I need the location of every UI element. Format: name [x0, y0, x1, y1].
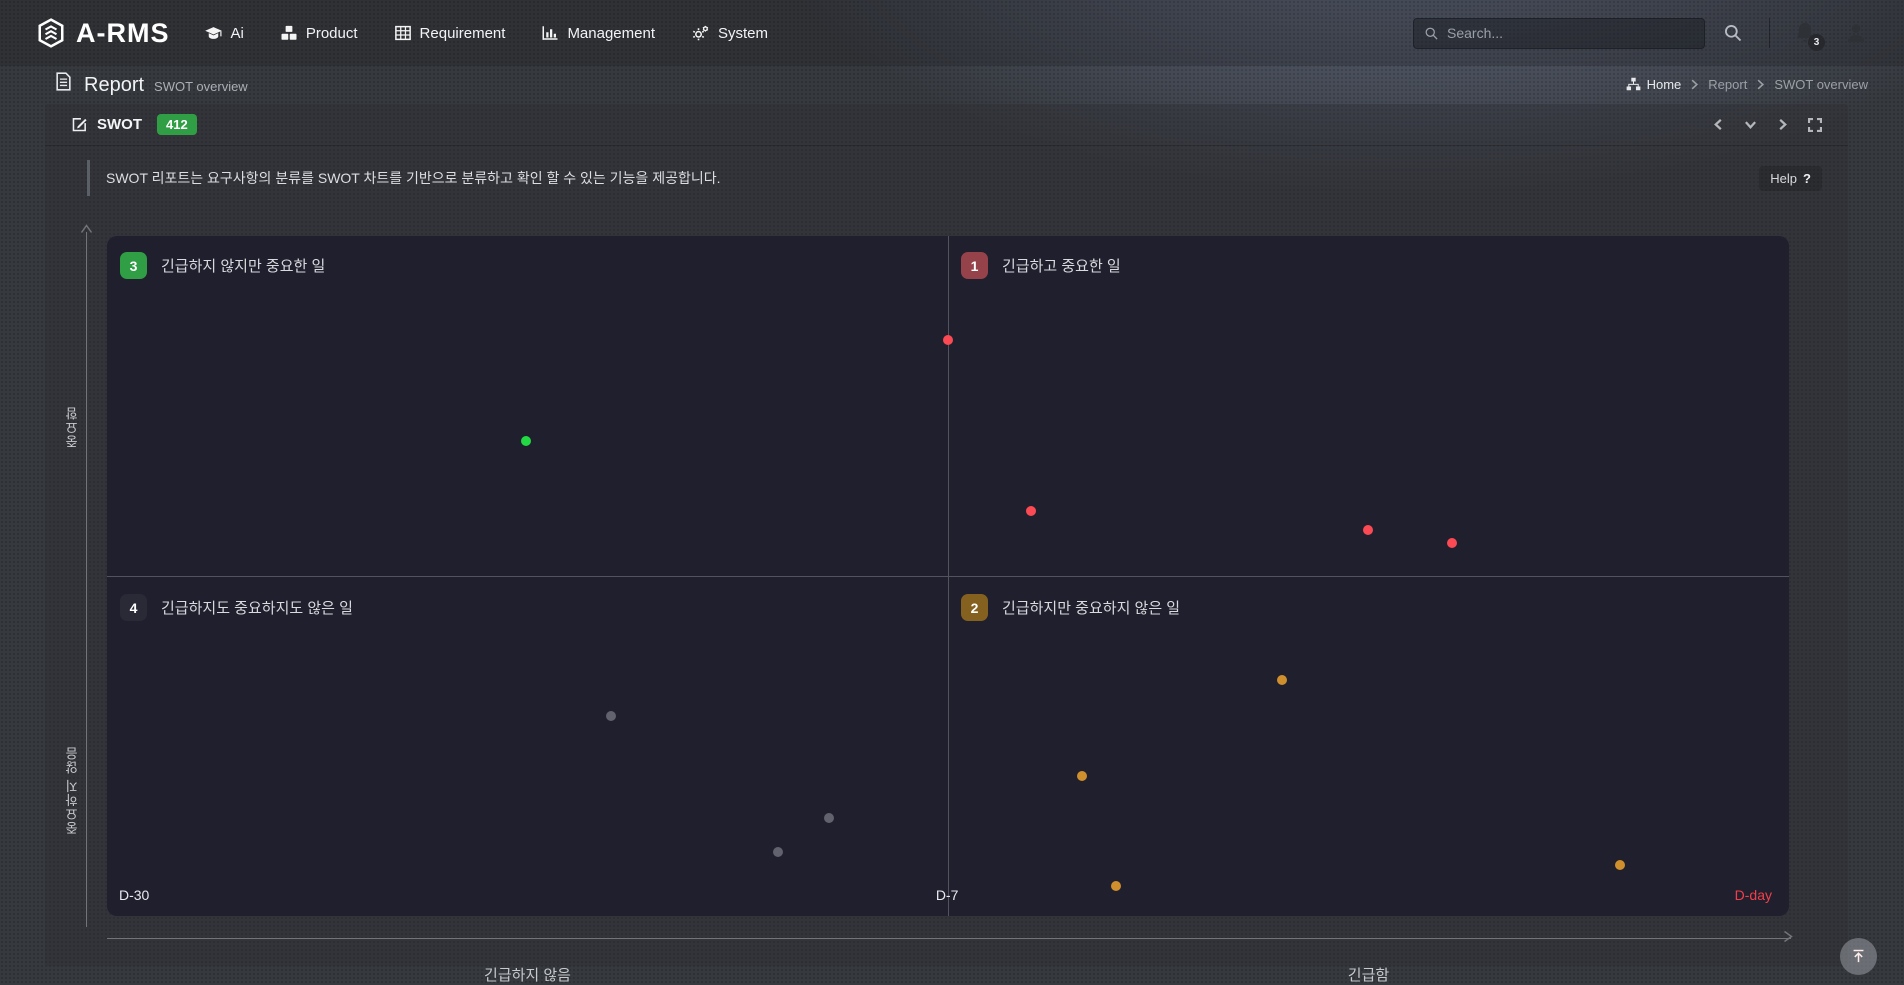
search-box [1413, 17, 1705, 49]
panel-description-row: SWOT 리포트는 요구사항의 분류를 SWOT 차트를 기반으로 분류하고 확… [87, 160, 1822, 196]
panel-title-wrap: SWOT 412 [71, 114, 197, 135]
quadrant-badge: 4 [120, 594, 147, 621]
collapse-right-icon[interactable] [1776, 118, 1789, 131]
x-axis-arrow-icon [1783, 930, 1793, 943]
nav-item-product[interactable]: Product [280, 24, 358, 42]
nav-item-label: Requirement [419, 24, 506, 42]
top-navbar: A-RMS Ai Product Requirement Management … [0, 0, 1904, 66]
search-submit-icon[interactable] [1723, 23, 1743, 43]
quadrant-text: 긴급하고 중요한 일 [1002, 258, 1121, 275]
x-axis-line [107, 938, 1791, 939]
data-point-not-urgent-not-important[interactable] [824, 813, 834, 823]
quadrant-badge: 2 [961, 594, 988, 621]
scroll-to-top-button[interactable] [1840, 938, 1877, 975]
nav-item-management[interactable]: Management [541, 24, 655, 42]
bar-chart-icon [541, 24, 559, 42]
topbar-divider [1769, 18, 1770, 48]
notification-count-badge: 3 [1808, 34, 1825, 51]
y-axis-arrow-icon [80, 224, 93, 234]
panel-description: SWOT 리포트는 요구사항의 분류를 SWOT 차트를 기반으로 분류하고 확… [87, 160, 721, 196]
sitemap-icon [1626, 77, 1641, 91]
quadrant-label-2: 2 긴급하지만 중요하지 않은 일 [961, 594, 1180, 621]
data-point-not-urgent-not-important[interactable] [773, 847, 783, 857]
quadrant-badge: 1 [961, 252, 988, 279]
breadcrumb: Home Report SWOT overview [1626, 77, 1868, 92]
brand-hexagon-icon [36, 18, 66, 48]
data-point-urgent-not-important[interactable] [1077, 771, 1087, 781]
nav-item-system[interactable]: System [691, 24, 768, 43]
cubes-icon [280, 24, 298, 42]
data-point-not-urgent-not-important[interactable] [606, 711, 616, 721]
table-icon [394, 24, 412, 42]
quadrant-text: 긴급하지만 중요하지 않은 일 [1002, 600, 1181, 617]
y-axis-label-not-important: 중요하지 않음 [65, 746, 80, 835]
brand-name: A-RMS [76, 17, 170, 48]
swot-panel: SWOT 412 SWOT 리포트는 요구사항의 분류를 SWOT 차트를 기반… [45, 104, 1848, 984]
page-subheader: Report SWOT overview Home Report SWOT ov… [0, 66, 1904, 102]
nav-item-label: Product [305, 24, 358, 42]
data-point-urgent-not-important[interactable] [1615, 860, 1625, 870]
quadrant-label-4: 4 긴급하지도 중요하지도 않은 일 [120, 594, 353, 621]
edit-icon [71, 116, 88, 133]
quadrant-text: 긴급하지 않지만 중요한 일 [161, 258, 326, 275]
page-title-wrap: Report SWOT overview [55, 71, 248, 97]
panel-title: SWOT [97, 116, 142, 133]
y-axis-line [86, 232, 87, 927]
expand-fullscreen-icon[interactable] [1808, 117, 1822, 132]
graduation-cap-icon [204, 24, 223, 43]
d-day-label: D-day [1734, 887, 1772, 903]
search-icon [1424, 26, 1439, 41]
data-point-urgent-important[interactable] [1447, 538, 1457, 548]
navbar-right: 3 [1413, 17, 1868, 51]
notification-bell-icon[interactable]: 3 [1792, 20, 1825, 51]
data-point-urgent-not-important[interactable] [1111, 881, 1121, 891]
data-point-urgent-not-important[interactable] [1277, 675, 1287, 685]
nav-item-label: Management [567, 24, 655, 42]
x-axis-label-urgent: 긴급함 [1347, 967, 1390, 984]
quadrant-label-1: 1 긴급하고 중요한 일 [961, 252, 1121, 279]
question-mark-icon: ? [1803, 170, 1811, 186]
collapse-left-icon[interactable] [1712, 118, 1725, 131]
file-text-icon [55, 71, 72, 91]
page-title: Report [84, 73, 145, 96]
panel-controls [1712, 117, 1822, 132]
search-input[interactable] [1447, 25, 1694, 41]
swot-panel-header: SWOT 412 [45, 104, 1848, 146]
main-menu: Ai Product Requirement Management System [204, 24, 768, 43]
d30-label: D-30 [119, 887, 150, 903]
breadcrumb-home[interactable]: Home [1626, 76, 1682, 92]
help-button[interactable]: Help ? [1759, 165, 1822, 191]
chart-plot-area: 3 긴급하지 않지만 중요한 일 1 긴급하고 중요한 일 4 긴급하지도 중요… [107, 236, 1789, 916]
chevron-down-icon[interactable] [1744, 118, 1757, 131]
breadcrumb-current: SWOT overview [1774, 76, 1868, 92]
data-point-not-urgent-important[interactable] [521, 436, 531, 446]
user-profile-icon[interactable] [1844, 21, 1868, 45]
app-logo[interactable]: A-RMS [36, 18, 170, 49]
swot-chart: 중요함 중요하지 않음 3 긴급하지 않지만 중요한 일 1 긴급하고 중요한 … [65, 224, 1793, 984]
y-axis-label-important: 중요함 [65, 406, 80, 448]
x-axis-label-not-urgent: 긴급하지 않음 [484, 967, 571, 984]
swot-count-badge: 412 [157, 114, 197, 135]
page-subtitle: SWOT overview [154, 78, 248, 94]
nav-item-label: System [718, 24, 769, 42]
quadrant-badge: 3 [120, 252, 147, 279]
data-point-urgent-important[interactable] [1026, 506, 1036, 516]
chevron-right-icon [1756, 79, 1765, 90]
data-point-urgent-important[interactable] [1363, 525, 1373, 535]
breadcrumb-home-label: Home [1646, 76, 1682, 92]
quadrant-text: 긴급하지도 중요하지도 않은 일 [161, 600, 353, 617]
d7-label: D-7 [935, 887, 959, 903]
nav-item-requirement[interactable]: Requirement [394, 24, 506, 42]
help-button-label: Help [1770, 170, 1798, 186]
cogs-icon [691, 24, 710, 43]
data-point-urgent-important[interactable] [943, 335, 953, 345]
chevron-right-icon [1690, 79, 1699, 90]
breadcrumb-report[interactable]: Report [1708, 76, 1748, 92]
nav-item-label: Ai [230, 24, 244, 42]
horizontal-divider-line [107, 576, 1789, 577]
nav-item-ai[interactable]: Ai [204, 24, 244, 43]
quadrant-label-3: 3 긴급하지 않지만 중요한 일 [120, 252, 325, 279]
